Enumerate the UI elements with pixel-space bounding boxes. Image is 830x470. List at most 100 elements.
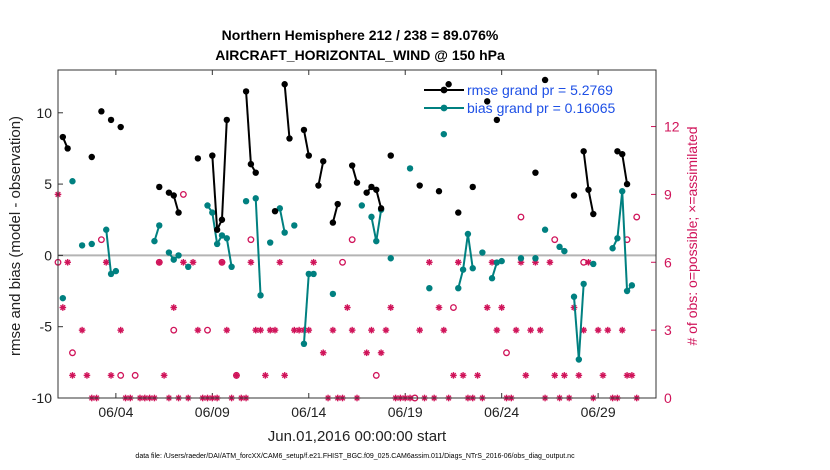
- assimilated-stroke: [79, 327, 85, 333]
- bias-point: [257, 292, 264, 299]
- assimilated-stroke: [170, 304, 177, 311]
- possible-obs-marker: [204, 326, 211, 334]
- rmse-point: [580, 148, 587, 155]
- bias-point: [628, 282, 636, 289]
- rmse-segment: [587, 189, 595, 215]
- bias-point: [281, 229, 288, 236]
- assimilated-stroke: [223, 327, 230, 333]
- assimilated-obs-marker: [536, 326, 544, 334]
- bias-point: [459, 266, 467, 273]
- x-tick-label: 06/09: [195, 404, 230, 420]
- assimilated-obs-marker: [83, 372, 91, 379]
- assimilated-obs-marker: [266, 326, 274, 334]
- y-right-tick-label: 0: [664, 390, 672, 406]
- x-tick-label: 06/24: [484, 404, 519, 420]
- assimilated-obs-marker: [483, 304, 491, 311]
- assimilated-obs-marker: [348, 326, 356, 334]
- assimilated-obs-marker: [276, 258, 284, 266]
- bias-point: [590, 260, 597, 268]
- y-axis-right: 0 3 6 9 12: [651, 119, 680, 406]
- rmse-point: [353, 179, 361, 186]
- assimilated-stroke: [513, 327, 519, 333]
- assimilated-stroke: [349, 327, 355, 333]
- assimilated-stroke: [387, 304, 394, 311]
- bias-point: [368, 213, 375, 221]
- assimilated-obs-marker: [416, 326, 423, 334]
- rmse-point: [532, 169, 539, 176]
- rmse-segment: [283, 84, 291, 139]
- rmse-point: [305, 152, 312, 159]
- rmse-point: [363, 189, 370, 196]
- rmse-point: [590, 210, 597, 218]
- rmse-segment: [220, 119, 228, 220]
- chart-title: Northern Hemisphere 212 / 238 = 89.076%: [222, 27, 499, 43]
- bias-point: [469, 265, 476, 272]
- assimilated-stroke: [527, 327, 534, 333]
- assimilated-obs-marker: [604, 326, 612, 334]
- assimilated-obs-marker: [155, 258, 163, 266]
- rmse-point: [387, 152, 394, 159]
- assimilated-obs-marker: [363, 349, 370, 357]
- rmse-point: [541, 76, 549, 84]
- assimilated-stroke: [281, 372, 288, 379]
- possible-obs-marker: [339, 258, 346, 266]
- assimilated-stroke: [252, 327, 259, 333]
- assimilated-stroke: [291, 327, 298, 333]
- bias-segment: [466, 233, 474, 269]
- assimilated-stroke: [69, 372, 76, 379]
- rmse-point: [117, 123, 124, 131]
- assimilated-obs-marker: [551, 372, 559, 379]
- assimilated-obs-marker: [64, 258, 71, 266]
- bias-point: [59, 294, 67, 302]
- assimilated-stroke: [474, 372, 481, 379]
- rmse-point: [300, 126, 308, 134]
- rmse-point: [623, 180, 631, 188]
- assimilated-obs-marker: [262, 372, 269, 379]
- assimilated-obs-marker: [493, 326, 501, 334]
- bias-point: [358, 202, 366, 209]
- assimilated-stroke: [320, 349, 327, 356]
- assimilated-stroke: [619, 327, 626, 333]
- assimilated-stroke: [60, 304, 66, 311]
- legend-rmse-marker: [440, 86, 448, 94]
- assimilated-stroke: [460, 372, 466, 379]
- bias-point: [88, 240, 95, 248]
- assimilated-obs-marker: [218, 258, 226, 266]
- rmse-point: [107, 116, 115, 124]
- bias-point: [498, 257, 505, 265]
- bias-point: [151, 237, 158, 245]
- possible-obs-marker: [517, 213, 525, 221]
- bias-point: [493, 259, 501, 266]
- assimilated-obs-marker: [561, 372, 568, 379]
- bias-point: [532, 255, 539, 262]
- assimilated-stroke: [272, 327, 278, 333]
- assimilated-stroke: [248, 259, 254, 266]
- assimilated-stroke: [161, 372, 167, 379]
- y-right-tick-label: 12: [664, 119, 680, 135]
- assimilated-obs-marker: [594, 326, 602, 334]
- bias-segment: [278, 208, 286, 233]
- assimilated-stroke: [262, 372, 269, 379]
- assimilated-stroke: [310, 259, 317, 266]
- footnote: data file: /Users/raeder/DAI/ATM_forcXX/…: [135, 453, 575, 460]
- rmse-segment: [582, 151, 590, 190]
- rmse-point: [334, 200, 341, 208]
- rmse-point: [98, 108, 105, 115]
- assimilated-obs-marker: [194, 326, 202, 334]
- assimilated-stroke: [624, 372, 630, 379]
- rmse-point: [271, 207, 279, 215]
- rmse-point: [619, 150, 626, 158]
- y-tick-label: 10: [36, 105, 52, 121]
- assimilated-obs-marker: [107, 372, 115, 379]
- assimilated-stroke: [195, 327, 201, 333]
- assimilated-stroke: [190, 259, 196, 266]
- assimilated-obs-marker: [498, 304, 505, 311]
- rmse-point: [156, 183, 163, 191]
- rmse-point: [348, 162, 356, 169]
- x-tick-label: 06/29: [581, 404, 616, 420]
- y-tick-label: 0: [44, 247, 52, 263]
- bias-point: [103, 226, 110, 233]
- bias-point: [517, 255, 525, 262]
- assimilated-stroke: [267, 327, 273, 333]
- bias-point: [242, 198, 250, 205]
